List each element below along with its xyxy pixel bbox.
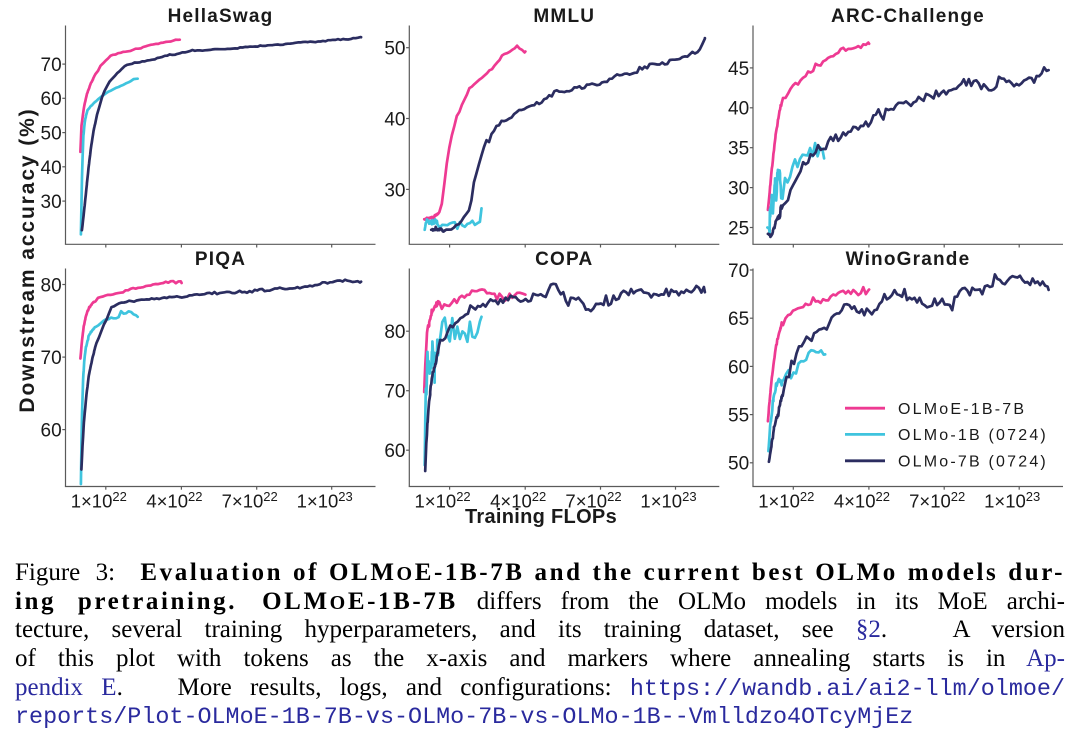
svg-text:60: 60 <box>41 89 62 110</box>
svg-text:60: 60 <box>728 357 749 378</box>
svg-text:60: 60 <box>41 421 62 442</box>
svg-text:1×1023: 1×1023 <box>984 489 1040 512</box>
svg-text:OLMo-1B (0724): OLMo-1B (0724) <box>898 427 1048 444</box>
svg-text:4×1022: 4×1022 <box>834 489 890 512</box>
svg-text:MMLU: MMLU <box>533 6 595 27</box>
svg-text:35: 35 <box>728 139 749 160</box>
svg-text:60: 60 <box>384 441 405 462</box>
svg-text:1×1022: 1×1022 <box>415 489 471 512</box>
svg-text:40: 40 <box>728 99 749 120</box>
svg-text:4×1022: 4×1022 <box>490 489 546 512</box>
svg-text:70: 70 <box>41 55 62 76</box>
svg-text:45: 45 <box>728 59 749 80</box>
svg-text:70: 70 <box>728 261 749 282</box>
svg-text:Training FLOPs: Training FLOPs <box>465 506 617 528</box>
svg-text:80: 80 <box>41 275 62 296</box>
svg-text:1×1023: 1×1023 <box>297 489 353 512</box>
svg-text:55: 55 <box>728 406 749 427</box>
svg-text:7×1022: 7×1022 <box>222 489 278 512</box>
svg-text:7×1022: 7×1022 <box>909 489 965 512</box>
svg-text:70: 70 <box>384 382 405 403</box>
svg-text:1×1022: 1×1022 <box>71 489 127 512</box>
svg-text:30: 30 <box>41 192 62 213</box>
svg-text:OLMo-7B (0724): OLMo-7B (0724) <box>898 453 1048 470</box>
svg-text:40: 40 <box>41 158 62 179</box>
svg-text:1×1022: 1×1022 <box>758 489 814 512</box>
svg-text:HellaSwag: HellaSwag <box>168 6 274 27</box>
svg-text:WinoGrande: WinoGrande <box>846 249 971 270</box>
svg-text:80: 80 <box>384 322 405 343</box>
svg-text:ARC-Challenge: ARC-Challenge <box>831 6 985 27</box>
svg-text:4×1022: 4×1022 <box>146 489 202 512</box>
svg-text:COPA: COPA <box>535 249 593 270</box>
svg-text:30: 30 <box>384 180 405 201</box>
svg-text:50: 50 <box>41 124 62 145</box>
svg-text:65: 65 <box>728 309 749 330</box>
svg-text:50: 50 <box>384 39 405 60</box>
svg-text:OLMoE-1B-7B: OLMoE-1B-7B <box>898 401 1026 418</box>
svg-text:40: 40 <box>384 110 405 131</box>
svg-text:50: 50 <box>728 454 749 475</box>
svg-text:7×1022: 7×1022 <box>565 489 621 512</box>
svg-text:1×1023: 1×1023 <box>640 489 696 512</box>
svg-text:70: 70 <box>41 348 62 369</box>
svg-text:30: 30 <box>728 179 749 200</box>
svg-text:PIQA: PIQA <box>195 249 246 270</box>
svg-text:Downstream accuracy (%): Downstream accuracy (%) <box>16 107 39 412</box>
svg-text:25: 25 <box>728 218 749 239</box>
